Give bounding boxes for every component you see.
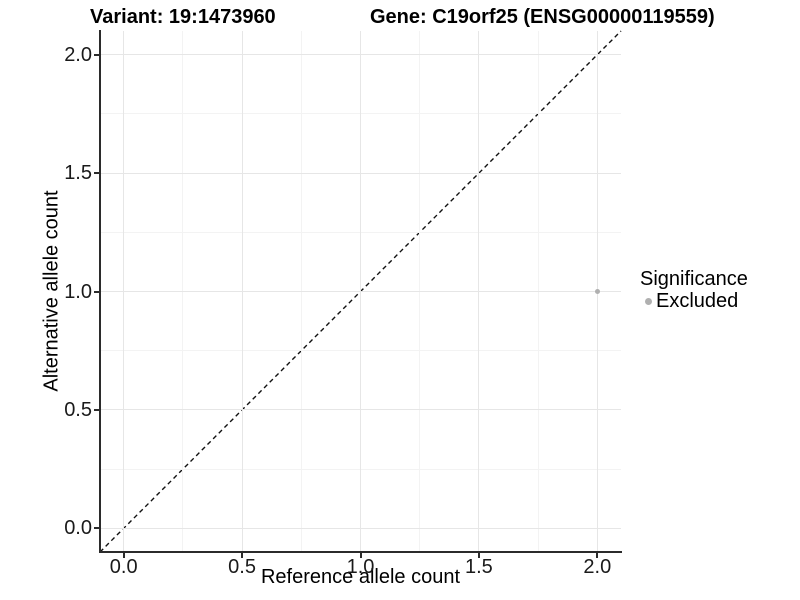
legend-title: Significance	[640, 268, 748, 290]
gridline-major-horizontal	[100, 291, 621, 292]
excluded-point-icon	[644, 297, 652, 305]
y-tick-label: 0.5	[64, 398, 92, 421]
y-tick-mark	[94, 53, 99, 56]
x-tick-mark	[596, 553, 599, 558]
plot-title-gene: Gene: C19orf25 (ENSG00000119559)	[370, 6, 715, 28]
plot-panel	[99, 30, 622, 553]
x-tick-mark	[477, 553, 480, 558]
x-tick-mark	[241, 553, 244, 558]
y-tick-mark	[94, 408, 99, 411]
plot-title-variant: Variant: 19:1473960	[90, 6, 276, 28]
x-tick-label: 0.5	[228, 556, 256, 578]
gridline-major-horizontal	[100, 409, 621, 411]
y-tick-label: 1.5	[64, 162, 92, 185]
x-tick-label: 1.5	[465, 556, 493, 578]
y-tick-mark	[94, 290, 99, 293]
y-tick-label: 1.0	[64, 280, 92, 303]
y-tick-mark	[94, 527, 99, 530]
y-axis-line	[99, 30, 101, 553]
legend-item-excluded: Excluded	[640, 291, 748, 311]
x-tick-label: 2.0	[583, 556, 612, 578]
legend-significance: Significance Excluded	[640, 268, 748, 312]
gridline-major-horizontal	[100, 527, 621, 529]
legend-item-label: Excluded	[656, 290, 739, 312]
x-tick-label: 0.0	[109, 556, 138, 578]
x-axis-line	[99, 551, 622, 553]
gridline-major-horizontal	[100, 172, 621, 174]
y-tick-label: 2.0	[64, 43, 92, 66]
gridline-major-horizontal	[100, 54, 621, 56]
legend-key-box	[640, 293, 656, 309]
y-tick-mark	[94, 172, 99, 175]
x-tick-mark	[359, 553, 362, 558]
x-axis-title: Reference allele count	[260, 566, 460, 588]
data-point	[594, 289, 600, 294]
x-tick-label: 1.0	[346, 556, 375, 578]
x-tick-mark	[122, 553, 125, 558]
y-tick-label: 0.0	[64, 517, 92, 540]
